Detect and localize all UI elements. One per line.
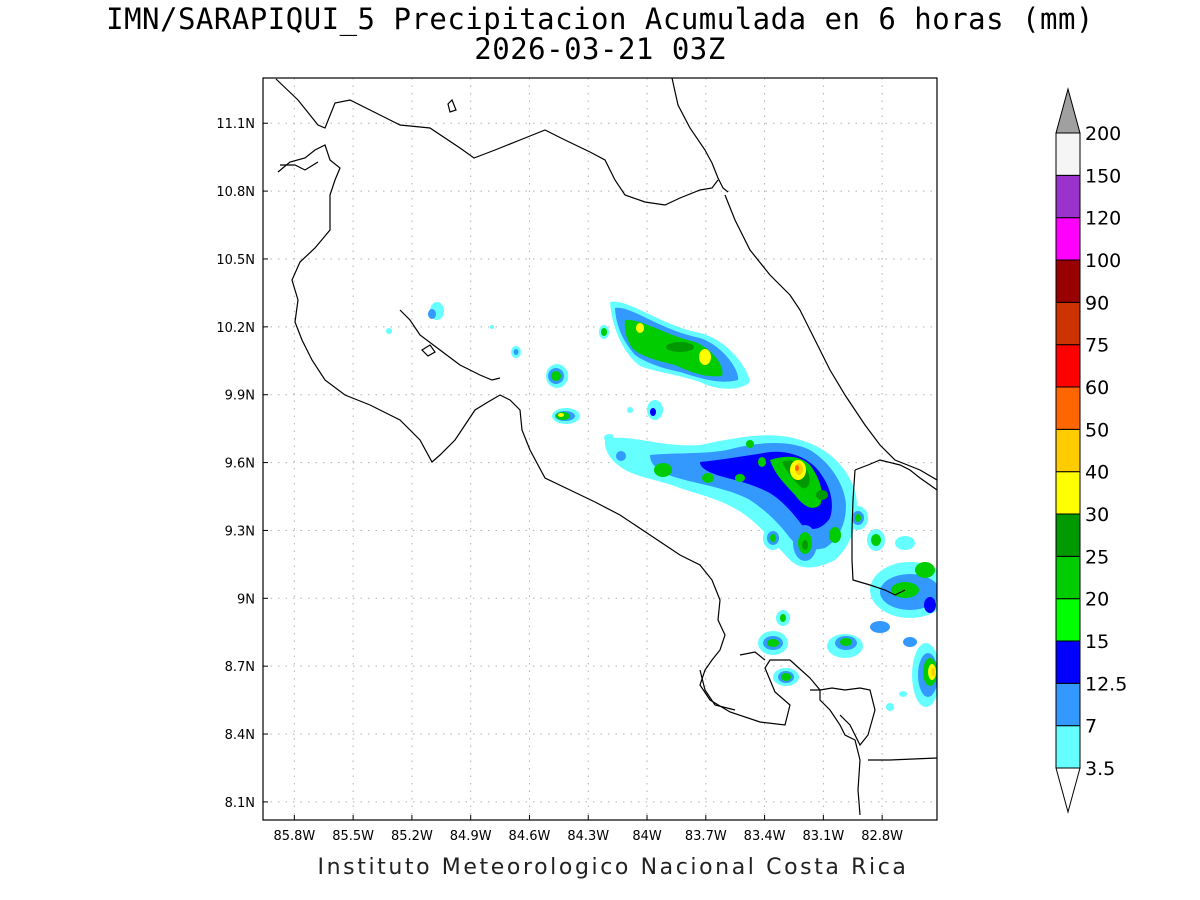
colorbar-swatch	[1055, 471, 1081, 515]
footer-credit: Instituto Meteorologico Nacional Costa R…	[317, 855, 909, 880]
colorbar-over-triangle	[1055, 87, 1081, 134]
colorbar-swatch	[1055, 513, 1081, 557]
colorbar-label: 7	[1085, 716, 1097, 738]
rain-cell-cluster-central	[604, 434, 868, 568]
colorbar-label: 150	[1085, 165, 1121, 187]
colorbar-swatch	[1055, 725, 1081, 769]
colorbar-label: 40	[1085, 462, 1109, 484]
rain-cell-cluster-north	[386, 302, 609, 424]
lon-tick-label: 83.1W	[802, 829, 844, 844]
nicaragua-lake-coast	[275, 78, 719, 206]
colorbar-swatch	[1055, 640, 1081, 684]
longitude-axis: 85.8W 85.5W 85.2W 84.9W 84.6W 84.3W 84W 83.7W 83…	[273, 815, 903, 844]
colorbar-label: 20	[1085, 589, 1109, 611]
colorbar-label: 50	[1085, 419, 1109, 441]
colorbar-swatch	[1055, 682, 1081, 727]
rain-cell-cluster-caribbean	[610, 301, 750, 420]
colorbar-label: 60	[1085, 377, 1109, 399]
colorbar-swatch	[1055, 217, 1081, 261]
nicaragua-caribbean-coast	[671, 78, 729, 193]
lon-tick-label: 82.8W	[861, 829, 903, 844]
map-grid	[263, 78, 937, 820]
colorbar-label: 12.5	[1085, 673, 1127, 695]
latitude-axis: 11.1N 10.8N 10.5N 10.2N 9.9N 9.6N 9.3N 9N 8.7N 8.…	[216, 117, 268, 811]
chira-island	[421, 344, 436, 357]
lon-tick-label: 83.7W	[685, 829, 727, 844]
lat-tick-label: 8.7N	[225, 660, 255, 675]
colorbar-label: 25	[1085, 546, 1109, 568]
costa-rica-pacific-coast	[277, 144, 861, 816]
osa-peninsula	[699, 669, 736, 711]
lat-tick-label: 10.8N	[216, 185, 255, 200]
lat-tick-label: 9.9N	[225, 389, 255, 404]
lat-tick-label: 9.6N	[225, 457, 255, 472]
colorbar-label: 90	[1085, 292, 1109, 314]
colorbar-swatch	[1055, 555, 1081, 600]
colorbar-swatch	[1055, 386, 1081, 430]
panama-border	[739, 459, 937, 761]
colorbar-swatch	[1055, 344, 1081, 388]
map-title: IMN/SARAPIQUI_5 Precipitacion Acumulada …	[106, 2, 1094, 36]
lat-tick-label: 9.3N	[225, 524, 255, 539]
colorbar-label: 120	[1085, 208, 1121, 230]
lon-tick-label: 85.2W	[391, 829, 433, 844]
lon-tick-label: 84.6W	[509, 829, 551, 844]
colorbar-swatch	[1055, 132, 1081, 176]
colorbar-label: 200	[1085, 123, 1121, 145]
precipitation-field	[386, 301, 937, 711]
map-frame	[262, 77, 938, 821]
lat-tick-label: 11.1N	[216, 117, 255, 132]
lat-tick-label: 9N	[237, 592, 255, 607]
colorbar-label: 75	[1085, 335, 1109, 357]
colorbar-label: 100	[1085, 250, 1121, 272]
colorbar-swatch	[1055, 301, 1081, 346]
lat-tick-label: 8.4N	[225, 728, 255, 743]
small-island-north	[447, 98, 457, 113]
lon-tick-label: 83.4W	[744, 829, 786, 844]
colorbar-swatch	[1055, 598, 1081, 642]
lon-tick-label: 84.3W	[567, 829, 609, 844]
lat-tick-label: 10.2N	[216, 321, 255, 336]
colorbar-legend: 3.5 7 12.5 15 20 25 30 40 50 60 75 90 100 120 150 200	[1055, 87, 1127, 814]
colorbar-swatch	[1055, 259, 1081, 303]
colorbar-swatch	[1055, 174, 1081, 219]
lat-tick-label: 8.1N	[225, 796, 255, 811]
lon-tick-label: 84W	[632, 829, 662, 844]
colorbar-under-triangle	[1055, 767, 1081, 814]
lon-tick-label: 85.5W	[332, 829, 374, 844]
map-subtitle-date: 2026-03-21 03Z	[474, 32, 726, 66]
nicoya-gulf-outline	[399, 309, 501, 381]
colorbar-swatch	[1055, 428, 1081, 473]
lat-tick-label: 10.5N	[216, 253, 255, 268]
costa-rica-caribbean-coast	[724, 194, 937, 481]
colorbar-label: 30	[1085, 504, 1109, 526]
rain-cell-cluster-southeast	[758, 529, 937, 711]
lon-tick-label: 84.9W	[450, 829, 492, 844]
coastline-and-borders	[275, 78, 937, 816]
coast-northwest	[280, 161, 319, 171]
colorbar-label: 15	[1085, 631, 1109, 653]
colorbar-label: 3.5	[1085, 758, 1115, 780]
lon-tick-label: 85.8W	[273, 829, 315, 844]
